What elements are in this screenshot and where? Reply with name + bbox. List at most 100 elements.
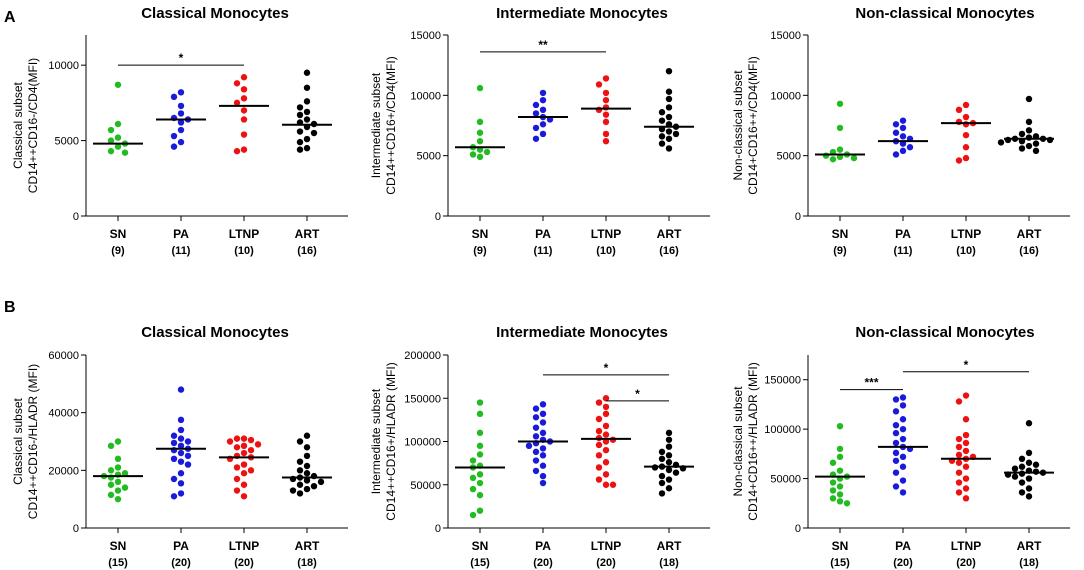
data-point-ltnp	[240, 116, 248, 123]
data-point-art	[310, 129, 318, 137]
y-tick-label: 60000	[48, 350, 79, 362]
data-point-pa	[892, 439, 900, 447]
data-point-sn	[836, 124, 844, 132]
data-point-pa	[532, 467, 540, 475]
data-point-pa	[899, 489, 907, 496]
data-point-ltnp	[240, 481, 248, 488]
data-point-ltnp	[962, 113, 970, 121]
data-point-art	[665, 443, 673, 450]
group-count-label: (16)	[297, 245, 317, 257]
data-point-sn	[121, 470, 129, 477]
data-point-art	[658, 472, 666, 480]
data-point-ltnp	[595, 452, 603, 459]
data-point-ltnp	[233, 80, 241, 87]
data-point-sn	[469, 511, 477, 519]
x-tick-label-art: ART	[657, 539, 682, 553]
data-point-ltnp	[962, 463, 970, 470]
data-point-sn	[114, 438, 122, 445]
data-point-sn	[476, 84, 484, 92]
data-point-pa	[177, 435, 185, 442]
data-point-art	[1032, 461, 1040, 468]
data-point-art	[296, 146, 304, 153]
data-point-art	[296, 458, 304, 465]
y-axis-label: Intermediate subsetCD14++CD16+/HLADR (MF…	[369, 362, 398, 520]
data-point-art	[303, 144, 311, 152]
y-tick-label: 0	[73, 211, 79, 223]
data-point-art	[303, 84, 311, 91]
data-point-sn	[836, 498, 844, 505]
data-point-ltnp	[962, 131, 970, 139]
chart-title: Intermediate Monocytes	[496, 324, 668, 341]
data-point-art	[1004, 136, 1012, 144]
data-point-ltnp	[962, 101, 970, 109]
data-point-pa	[892, 396, 900, 403]
data-point-ltnp	[602, 130, 610, 138]
group-count-label: (16)	[659, 245, 679, 257]
data-point-pa	[539, 401, 547, 408]
data-point-art	[1025, 475, 1033, 482]
group-count-label: (15)	[108, 557, 128, 569]
data-point-ltnp	[240, 449, 248, 457]
data-point-ltnp	[240, 86, 248, 93]
data-point-art	[665, 135, 673, 142]
data-point-pa	[899, 453, 907, 461]
data-point-sn	[469, 485, 477, 493]
data-point-ltnp	[602, 431, 610, 438]
data-point-pa	[177, 458, 185, 465]
data-point-ltnp	[595, 441, 603, 449]
data-point-sn	[121, 149, 129, 156]
data-point-ltnp	[602, 137, 610, 145]
data-point-pa	[532, 433, 540, 440]
data-point-pa	[532, 110, 540, 117]
data-point-sn	[476, 429, 484, 437]
y-tick-label: 5000	[777, 151, 801, 163]
y-tick-label: 5000	[55, 136, 79, 148]
data-point-sn	[476, 507, 484, 514]
data-point-art	[303, 135, 311, 143]
y-axis-label: Classical subsetCD14++CD16-/CD4(MFI)	[11, 58, 40, 193]
data-point-sn	[836, 422, 844, 430]
data-point-pa	[539, 89, 547, 97]
data-point-ltnp	[233, 99, 241, 107]
data-point-art	[296, 467, 304, 474]
data-point-art	[1018, 130, 1026, 138]
group-count-label: (15)	[470, 557, 490, 569]
data-point-sn	[469, 474, 477, 482]
data-point-art	[1018, 479, 1026, 486]
data-point-sn	[476, 118, 484, 126]
data-point-sn	[836, 491, 844, 498]
data-point-ltnp	[240, 107, 248, 114]
group-count-label: (20)	[234, 557, 254, 569]
data-point-pa	[170, 475, 178, 483]
chart-5: Intermediate Monocytes Intermediate subse…	[369, 324, 710, 569]
data-point-art	[296, 490, 304, 497]
y-tick-label: 20000	[48, 465, 79, 477]
data-point-ltnp	[962, 121, 970, 128]
data-point-sn	[114, 134, 122, 141]
data-point-ltnp	[595, 464, 603, 471]
data-point-pa	[532, 124, 540, 132]
group-count-label: (9)	[473, 245, 487, 257]
y-axis-label-line: Intermediate subset	[369, 388, 383, 494]
chart-2: Intermediate Monocytes Intermediate subse…	[369, 5, 710, 257]
data-point-pa	[177, 89, 185, 96]
data-point-art	[303, 432, 311, 439]
data-point-ltnp	[226, 438, 234, 445]
data-point-ltnp	[955, 106, 963, 114]
data-point-pa	[899, 416, 907, 423]
group-count-label: (18)	[659, 557, 679, 569]
data-point-ltnp	[609, 481, 617, 488]
data-point-ltnp	[233, 487, 241, 494]
data-point-art	[303, 477, 311, 484]
data-point-ltnp	[962, 485, 970, 492]
data-point-sn	[829, 156, 837, 163]
y-tick-label: 5000	[417, 151, 441, 163]
data-point-sn	[836, 146, 844, 153]
data-point-pa	[539, 452, 547, 459]
data-point-sn	[114, 81, 122, 88]
data-point-sn	[114, 495, 122, 503]
data-point-art	[1011, 473, 1019, 480]
data-point-art	[665, 459, 673, 466]
data-point-ltnp	[247, 446, 255, 454]
